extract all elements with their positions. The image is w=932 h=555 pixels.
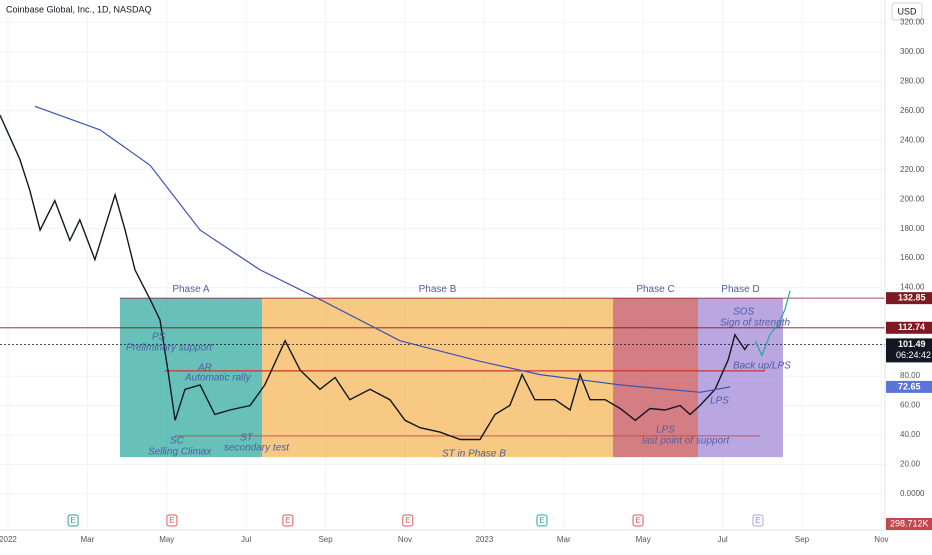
price-line — [34, 105, 731, 393]
y-tick-label: 160.00 — [900, 253, 925, 262]
phase-zone — [697, 298, 783, 458]
earnings-marker — [632, 514, 644, 527]
annotation: secondary test — [224, 443, 290, 454]
y-tick-label: 80.00 — [900, 371, 921, 380]
x-tick-label: Jul — [241, 535, 251, 544]
earnings-marker — [752, 514, 764, 527]
earnings-label: E — [70, 516, 75, 525]
x-tick-label: Mar — [80, 535, 94, 544]
annotation: Automatic rally — [184, 373, 252, 384]
y-tick-label: 260.00 — [900, 106, 925, 115]
x-tick-label: Nov — [874, 535, 888, 544]
price-line — [0, 114, 749, 441]
y-tick-label: 300.00 — [900, 47, 925, 56]
earnings-label: E — [755, 516, 760, 525]
x-tick-label: May — [636, 535, 651, 544]
price-line — [754, 290, 791, 357]
annotation: LPS — [710, 396, 729, 407]
y-tick-label: 140.00 — [900, 283, 925, 292]
x-tick-label: 2022 — [0, 535, 17, 544]
earnings-label: E — [285, 516, 290, 525]
annotation: Back up/LPS — [733, 361, 791, 372]
phase-zone — [613, 298, 698, 458]
annotation: AR — [197, 363, 212, 374]
earnings-marker — [166, 514, 178, 527]
y-tick-label: 180.00 — [900, 224, 925, 233]
volume-tag-label: 298.712K — [890, 518, 929, 528]
earnings-marker — [536, 514, 548, 527]
phase-label: Phase A — [172, 284, 210, 295]
x-tick-label: 2023 — [475, 535, 493, 544]
x-tick-label: Sep — [795, 535, 810, 544]
earnings-marker — [402, 514, 414, 527]
currency-button[interactable] — [891, 2, 923, 21]
price-tag-label: 72.65 — [898, 381, 921, 391]
price-tag-label: 112.74 — [898, 322, 925, 332]
earnings-label: E — [539, 516, 544, 525]
annotation: LPS — [656, 425, 675, 436]
price-tag-time: 06:24:42 — [896, 350, 931, 360]
x-tick-label: May — [159, 535, 174, 544]
y-tick-label: 280.00 — [900, 76, 925, 85]
annotation: Preliminary support — [126, 343, 213, 354]
annotation: SOS — [733, 307, 754, 318]
earnings-marker — [67, 514, 79, 527]
annotation: SC — [170, 436, 185, 447]
x-tick-label: Nov — [398, 535, 412, 544]
annotation: ST in Phase B — [442, 449, 506, 460]
earnings-label: E — [635, 516, 640, 525]
phase-zone — [119, 298, 263, 458]
annotation: last point of support — [642, 436, 730, 447]
phase-zone — [262, 298, 614, 458]
y-tick-label: 220.00 — [900, 165, 925, 174]
y-tick-label: 320.00 — [900, 17, 925, 26]
annotation: Sign of strength — [720, 318, 790, 329]
phase-label: Phase C — [636, 284, 674, 295]
y-tick-label: 20.00 — [900, 460, 921, 469]
y-tick-label: 40.00 — [900, 430, 921, 439]
annotation: Selling Climax — [148, 447, 212, 458]
price-tag-label: 132.85 — [898, 293, 926, 303]
plot — [0, 0, 885, 530]
earnings-marker — [282, 514, 294, 527]
annotation: PS — [152, 332, 166, 343]
phase-label: Phase D — [721, 284, 759, 295]
x-tick-label: Mar — [557, 535, 571, 544]
price-tag — [886, 321, 932, 334]
price-tag — [886, 292, 932, 305]
earnings-label: E — [169, 516, 174, 525]
annotation: ST — [240, 433, 254, 444]
chart-title: Coinbase Global, Inc., 1D, NASDAQ — [6, 4, 152, 14]
volume-tag — [886, 518, 932, 530]
price-tag-label: 101.49 — [898, 339, 926, 349]
price-tag — [886, 338, 932, 363]
currency[interactable]: USD — [897, 6, 917, 16]
y-tick-label: 0.0000 — [900, 489, 925, 498]
x-tick-label: Sep — [318, 535, 333, 544]
price-tag — [886, 380, 932, 393]
y-tick-label: 60.00 — [900, 401, 921, 410]
phase-label: Phase B — [419, 284, 457, 295]
earnings-label: E — [405, 516, 410, 525]
x-tick-label: Jul — [717, 535, 727, 544]
y-tick-label: 240.00 — [900, 135, 925, 144]
y-tick-label: 200.00 — [900, 194, 925, 203]
